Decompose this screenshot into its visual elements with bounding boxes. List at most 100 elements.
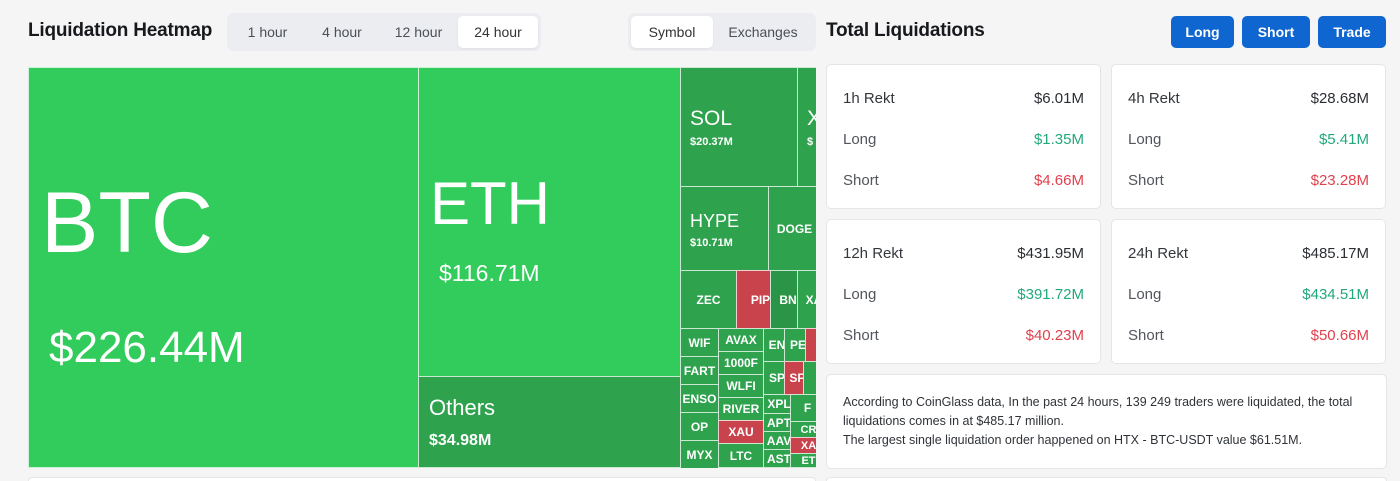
tile-value: $ — [807, 136, 814, 148]
time-option-1h[interactable]: 1 hour — [247, 24, 288, 40]
tile-xpl[interactable]: XPL — [763, 394, 791, 414]
summary-text: According to CoinGlass data, In the past… — [843, 395, 1353, 428]
tile-hype[interactable]: HYPE $10.71M — [680, 186, 769, 271]
tile-symbol: WLFI — [726, 379, 756, 393]
tile-symbol: XA — [800, 439, 816, 452]
tile-sp[interactable]: SP — [763, 361, 785, 395]
tile-symbol: SF — [789, 371, 804, 385]
tile-ast[interactable]: AST — [763, 449, 791, 468]
short-value: $4.66M — [1033, 172, 1084, 189]
tile-symbol: ENSO — [682, 391, 717, 406]
liquidation-treemap: BTC $226.44M ETH $116.71M Others $34.98M… — [28, 67, 816, 468]
rekt-card-12h: 12h Rekt $431.95M Long $391.72M Short $40.2… — [826, 219, 1101, 364]
long-value: $434.51M — [1302, 286, 1369, 303]
tile-symbol: FART — [683, 363, 716, 378]
trade-button[interactable]: Trade — [1318, 16, 1386, 48]
card-total: $28.68M — [1310, 90, 1369, 107]
tile-symbol: LTC — [729, 448, 753, 463]
long-label: Long — [1128, 286, 1162, 303]
tile-1000f[interactable]: 1000F — [718, 351, 764, 375]
tile-pipe[interactable]: PIP — [736, 270, 771, 329]
tile-symbol: XPL — [767, 397, 791, 411]
tile-bnb[interactable]: BN — [770, 270, 798, 329]
tile-et[interactable]: ET — [790, 453, 816, 468]
short-label: Short — [843, 327, 879, 344]
card-title: 1h Rekt — [843, 90, 895, 107]
tile-symbol: ET — [801, 454, 816, 467]
tile-symbol: SOL — [690, 107, 733, 130]
tile-xau[interactable]: XAU — [718, 420, 764, 444]
tile-red-small[interactable] — [805, 328, 816, 362]
tile-symbol: HYPE — [690, 211, 740, 231]
tile-symbol: RIVER — [722, 402, 760, 416]
tile-symbol: PIP — [750, 292, 771, 307]
tile-symbol: PE — [790, 338, 806, 352]
tile-value: $226.44M — [49, 323, 245, 372]
tile-xa[interactable]: XA — [797, 270, 816, 329]
card-title: 12h Rekt — [843, 245, 904, 262]
tile-en[interactable]: EN — [763, 328, 785, 362]
short-label: Short — [1128, 172, 1164, 189]
tile-symbol: X — [807, 107, 816, 131]
tile-symbol: F — [803, 401, 812, 415]
card-title: 4h Rekt — [1128, 90, 1180, 107]
tile-f[interactable]: F — [790, 394, 816, 422]
long-button[interactable]: Long — [1171, 16, 1234, 48]
tile-xa-red[interactable]: XA — [790, 437, 816, 454]
view-option-symbol[interactable]: Symbol — [631, 16, 713, 48]
time-option-24h[interactable]: 24 hour — [458, 16, 538, 48]
time-option-4h[interactable]: 4 hour — [322, 24, 362, 40]
liquidation-summary: According to CoinGlass data, In the past… — [826, 374, 1387, 469]
tile-symbol: Others — [429, 395, 496, 420]
tile-sf[interactable]: SF — [784, 361, 804, 395]
short-value: $23.28M — [1310, 172, 1369, 189]
tile-symbol: APT — [767, 415, 791, 430]
short-value: $40.23M — [1025, 327, 1084, 344]
long-label: Long — [843, 131, 877, 148]
tile-eth[interactable]: ETH $116.71M — [418, 67, 681, 377]
tile-symbol: CR — [800, 423, 816, 436]
tile-myx[interactable]: MYX — [680, 440, 719, 468]
short-button[interactable]: Short — [1242, 16, 1310, 48]
long-value: $1.35M — [1033, 131, 1084, 148]
tile-symbol: OP — [690, 419, 709, 434]
tile-others[interactable]: Others $34.98M — [418, 376, 681, 468]
tile-apt[interactable]: APT — [763, 413, 791, 432]
tile-river[interactable]: RIVER — [718, 397, 764, 421]
tile-aav[interactable]: AAV — [763, 431, 791, 450]
tile-symbol: BTC — [41, 175, 213, 271]
tile-symbol: WIF — [688, 335, 711, 350]
long-value: $391.72M — [1017, 286, 1084, 303]
next-panel-edge-left — [28, 477, 816, 481]
tile-wlfi[interactable]: WLFI — [718, 374, 764, 398]
tile-symbol: EN — [768, 338, 785, 352]
long-label: Long — [1128, 131, 1162, 148]
tile-sol[interactable]: SOL $20.37M — [680, 67, 798, 187]
view-option-exchanges[interactable]: Exchanges — [728, 24, 798, 40]
long-value: $5.41M — [1318, 131, 1369, 148]
total-liquidations-title: Total Liquidations — [826, 20, 985, 41]
tile-ltc[interactable]: LTC — [718, 443, 764, 468]
time-option-12h[interactable]: 12 hour — [394, 24, 443, 40]
tile-enso[interactable]: ENSO — [680, 384, 719, 413]
view-selector: Symbol Exchanges — [628, 13, 816, 51]
long-label: Long — [843, 286, 877, 303]
tile-btc[interactable]: BTC $226.44M — [28, 67, 419, 468]
short-label: Short — [1128, 327, 1164, 344]
tile-symbol: AVAX — [725, 333, 757, 347]
tile-green-small[interactable] — [803, 361, 816, 395]
tile-fart[interactable]: FART — [680, 356, 719, 385]
tile-value: $34.98M — [429, 432, 492, 449]
tile-doge[interactable]: DOGE — [768, 186, 816, 271]
rekt-card-24h: 24h Rekt $485.17M Long $434.51M Short $50.6… — [1111, 219, 1386, 364]
tile-avax[interactable]: AVAX — [718, 328, 764, 352]
tile-symbol: BN — [779, 292, 797, 307]
tile-zec[interactable]: ZEC — [680, 270, 737, 329]
tile-xrp[interactable]: X $ — [797, 67, 816, 187]
tile-pe[interactable]: PE — [784, 328, 806, 362]
tile-cr[interactable]: CR — [790, 421, 816, 438]
tile-value: $10.71M — [690, 237, 733, 249]
tile-op[interactable]: OP — [680, 412, 719, 441]
tile-symbol: ETH — [430, 170, 550, 237]
tile-wif[interactable]: WIF — [680, 328, 719, 357]
